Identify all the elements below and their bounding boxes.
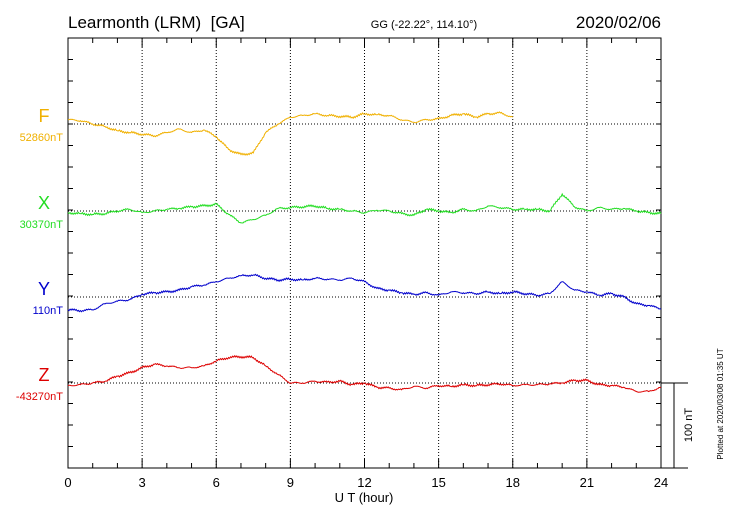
series-y — [67, 273, 662, 313]
station-title: Learmonth (LRM) [GA] — [68, 13, 245, 32]
series-x — [67, 192, 662, 224]
series-baseline-y: 110nT — [33, 305, 64, 317]
trace-z — [67, 354, 662, 393]
x-axis-label: U T (hour) — [335, 490, 394, 505]
trace-y — [67, 273, 662, 313]
x-tick-label: 21 — [580, 475, 594, 490]
grid-lines — [68, 38, 661, 468]
plot-frame — [67, 37, 662, 469]
series-baseline-z: -43270nT — [16, 391, 63, 403]
series-labels: F 52860nT X 30370nT Y 110nT Z -43270nT — [16, 106, 63, 403]
x-tick-labels: 0 3 6 9 12 15 18 21 24 — [64, 475, 668, 490]
coords-label: GG (-22.22°, 114.10°) — [371, 19, 477, 31]
series-baseline-x: 30370nT — [20, 219, 64, 231]
scale-bar: 100 nT — [661, 382, 695, 469]
series-letter-y: Y — [38, 279, 50, 299]
series-letter-x: X — [38, 193, 50, 213]
series-baseline-f: 52860nT — [20, 132, 64, 144]
x-tick-label: 3 — [139, 475, 146, 490]
date-label: 2020/02/06 — [576, 13, 661, 32]
axis-ticks — [67, 37, 662, 469]
series-f — [67, 111, 514, 156]
x-tick-label: 6 — [213, 475, 220, 490]
series-traces — [67, 111, 662, 393]
x-tick-label: 15 — [431, 475, 445, 490]
x-tick-label: 24 — [654, 475, 668, 490]
x-tick-label: 12 — [357, 475, 371, 490]
series-letter-z: Z — [39, 365, 50, 385]
series-z — [67, 354, 662, 393]
x-tick-label: 0 — [64, 475, 71, 490]
series-letter-f: F — [39, 106, 50, 126]
trace-f — [67, 111, 514, 156]
x-tick-label: 18 — [506, 475, 520, 490]
x-tick-label: 9 — [287, 475, 294, 490]
trace-x — [67, 192, 662, 224]
scale-bar-label: 100 nT — [683, 408, 695, 443]
plotted-at-note: Plotted at 2020/03/08 01:35 UT — [716, 348, 725, 459]
